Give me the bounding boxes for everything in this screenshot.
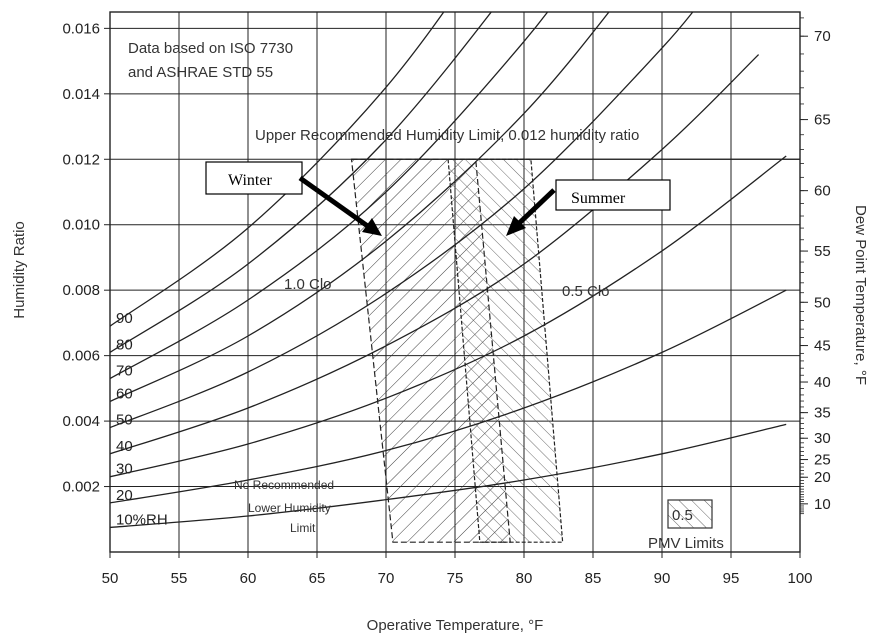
x-tick-label: 70 — [378, 570, 395, 587]
x-tick-label: 95 — [723, 570, 740, 587]
rh-curves — [110, 12, 800, 529]
y2-tick-label: 60 — [814, 183, 831, 200]
clo-winter-label: 1.0 Clo — [284, 276, 332, 293]
clo-summer-label: 0.5 Clo — [562, 283, 610, 300]
rh-curve-label: 30 — [116, 461, 133, 478]
rh-curve — [110, 155, 787, 478]
y2-tick-label: 50 — [814, 294, 831, 311]
summer-arrow — [512, 188, 556, 230]
plot-frame — [109, 11, 801, 553]
x-tick-label: 65 — [309, 570, 326, 587]
y2-tick-label: 35 — [814, 405, 831, 422]
lower-limit-label-line1: No Recommended — [234, 478, 334, 492]
pmv-value: 0.5 — [672, 507, 693, 524]
rh-curve-label: 90 — [116, 310, 133, 327]
summer-callout-text: Summer — [571, 190, 626, 207]
rh-curve-label: 70 — [116, 363, 133, 380]
source-note-line2: and ASHRAE STD 55 — [128, 64, 273, 81]
y-tick-label: 0.014 — [62, 86, 100, 103]
rh-curve-label: 10%RH — [116, 511, 168, 528]
rh-curve — [110, 289, 787, 504]
y2-tick-label: 20 — [814, 469, 831, 486]
x-axis-label: Operative Temperature, °F — [367, 617, 544, 634]
source-note-line1: Data based on ISO 7730 — [128, 40, 293, 57]
rh-curve-label: 40 — [116, 438, 133, 455]
pmv-limits-label: PMV Limits — [648, 535, 724, 552]
y2-tick-label: 25 — [814, 452, 831, 469]
y2-tick-label: 55 — [814, 243, 831, 260]
rh-curve — [110, 12, 549, 380]
rh-curve — [110, 54, 760, 455]
y-tick-label: 0.008 — [62, 282, 100, 299]
x-tick-label: 100 — [787, 570, 812, 587]
x-tick-label: 60 — [240, 570, 257, 587]
x-tick-label: 85 — [585, 570, 602, 587]
y2-tick-label: 65 — [814, 112, 831, 129]
y2-tick-label: 70 — [814, 28, 831, 45]
rh-curve — [110, 12, 493, 353]
y2-tick-label: 30 — [814, 430, 831, 447]
rh-curve — [110, 12, 694, 429]
x-tick-label: 90 — [654, 570, 671, 587]
y2-tick-label: 45 — [814, 338, 831, 355]
upper-humidity-limit-label: Upper Recommended Humidity Limit, 0.012 … — [255, 127, 639, 144]
rh-curve-labels: 10%RH 20 30 40 50 60 70 80 90 — [116, 310, 168, 528]
y-tick-label: 0.004 — [62, 413, 100, 430]
rh-curve — [110, 12, 610, 403]
comfort-zones — [350, 158, 564, 543]
winter-callout-text: Winter — [228, 172, 272, 189]
rh-curve-label: 60 — [116, 385, 133, 402]
rh-curve — [110, 12, 445, 327]
y-tick-label: 0.012 — [62, 151, 100, 168]
x-tick-label: 75 — [447, 570, 464, 587]
x-tick-label: 80 — [516, 570, 533, 587]
summer-arrowhead — [506, 216, 526, 236]
y-axis-label: Humidity Ratio — [11, 221, 28, 319]
winter-arrow — [298, 175, 378, 235]
lower-limit-label-line3: Limit — [290, 521, 316, 535]
lower-limit-label-line2: Lower Humidity — [248, 501, 331, 515]
x-axis-ticks: 50 55 60 65 70 75 80 85 90 95 100 — [102, 570, 813, 587]
x-tick-label: 50 — [102, 570, 119, 587]
y-tick-label: 0.006 — [62, 348, 100, 365]
y2-axis-label: Dew Point Temperature, °F — [852, 205, 869, 385]
winter-arrowhead — [362, 218, 382, 236]
rh-curve-label: 50 — [116, 412, 133, 429]
pmv-legend-swatch — [667, 499, 713, 529]
rh-curve-label: 20 — [116, 487, 133, 504]
winter-callout-box — [205, 161, 303, 195]
y-tick-label: 0.010 — [62, 217, 100, 234]
y-tick-label: 0.002 — [62, 479, 100, 496]
y-tick-label: 0.016 — [62, 20, 100, 37]
rh-curve — [110, 423, 787, 529]
rh-curve-label: 80 — [116, 336, 133, 353]
y2-tick-label: 10 — [814, 496, 831, 513]
y-axis-ticks: 0.002 0.004 0.006 0.008 0.010 0.012 0.014 0.016 — [62, 20, 100, 495]
x-tick-label: 55 — [171, 570, 188, 587]
y2-tick-label: 40 — [814, 374, 831, 391]
summer-callout-box — [555, 179, 671, 211]
